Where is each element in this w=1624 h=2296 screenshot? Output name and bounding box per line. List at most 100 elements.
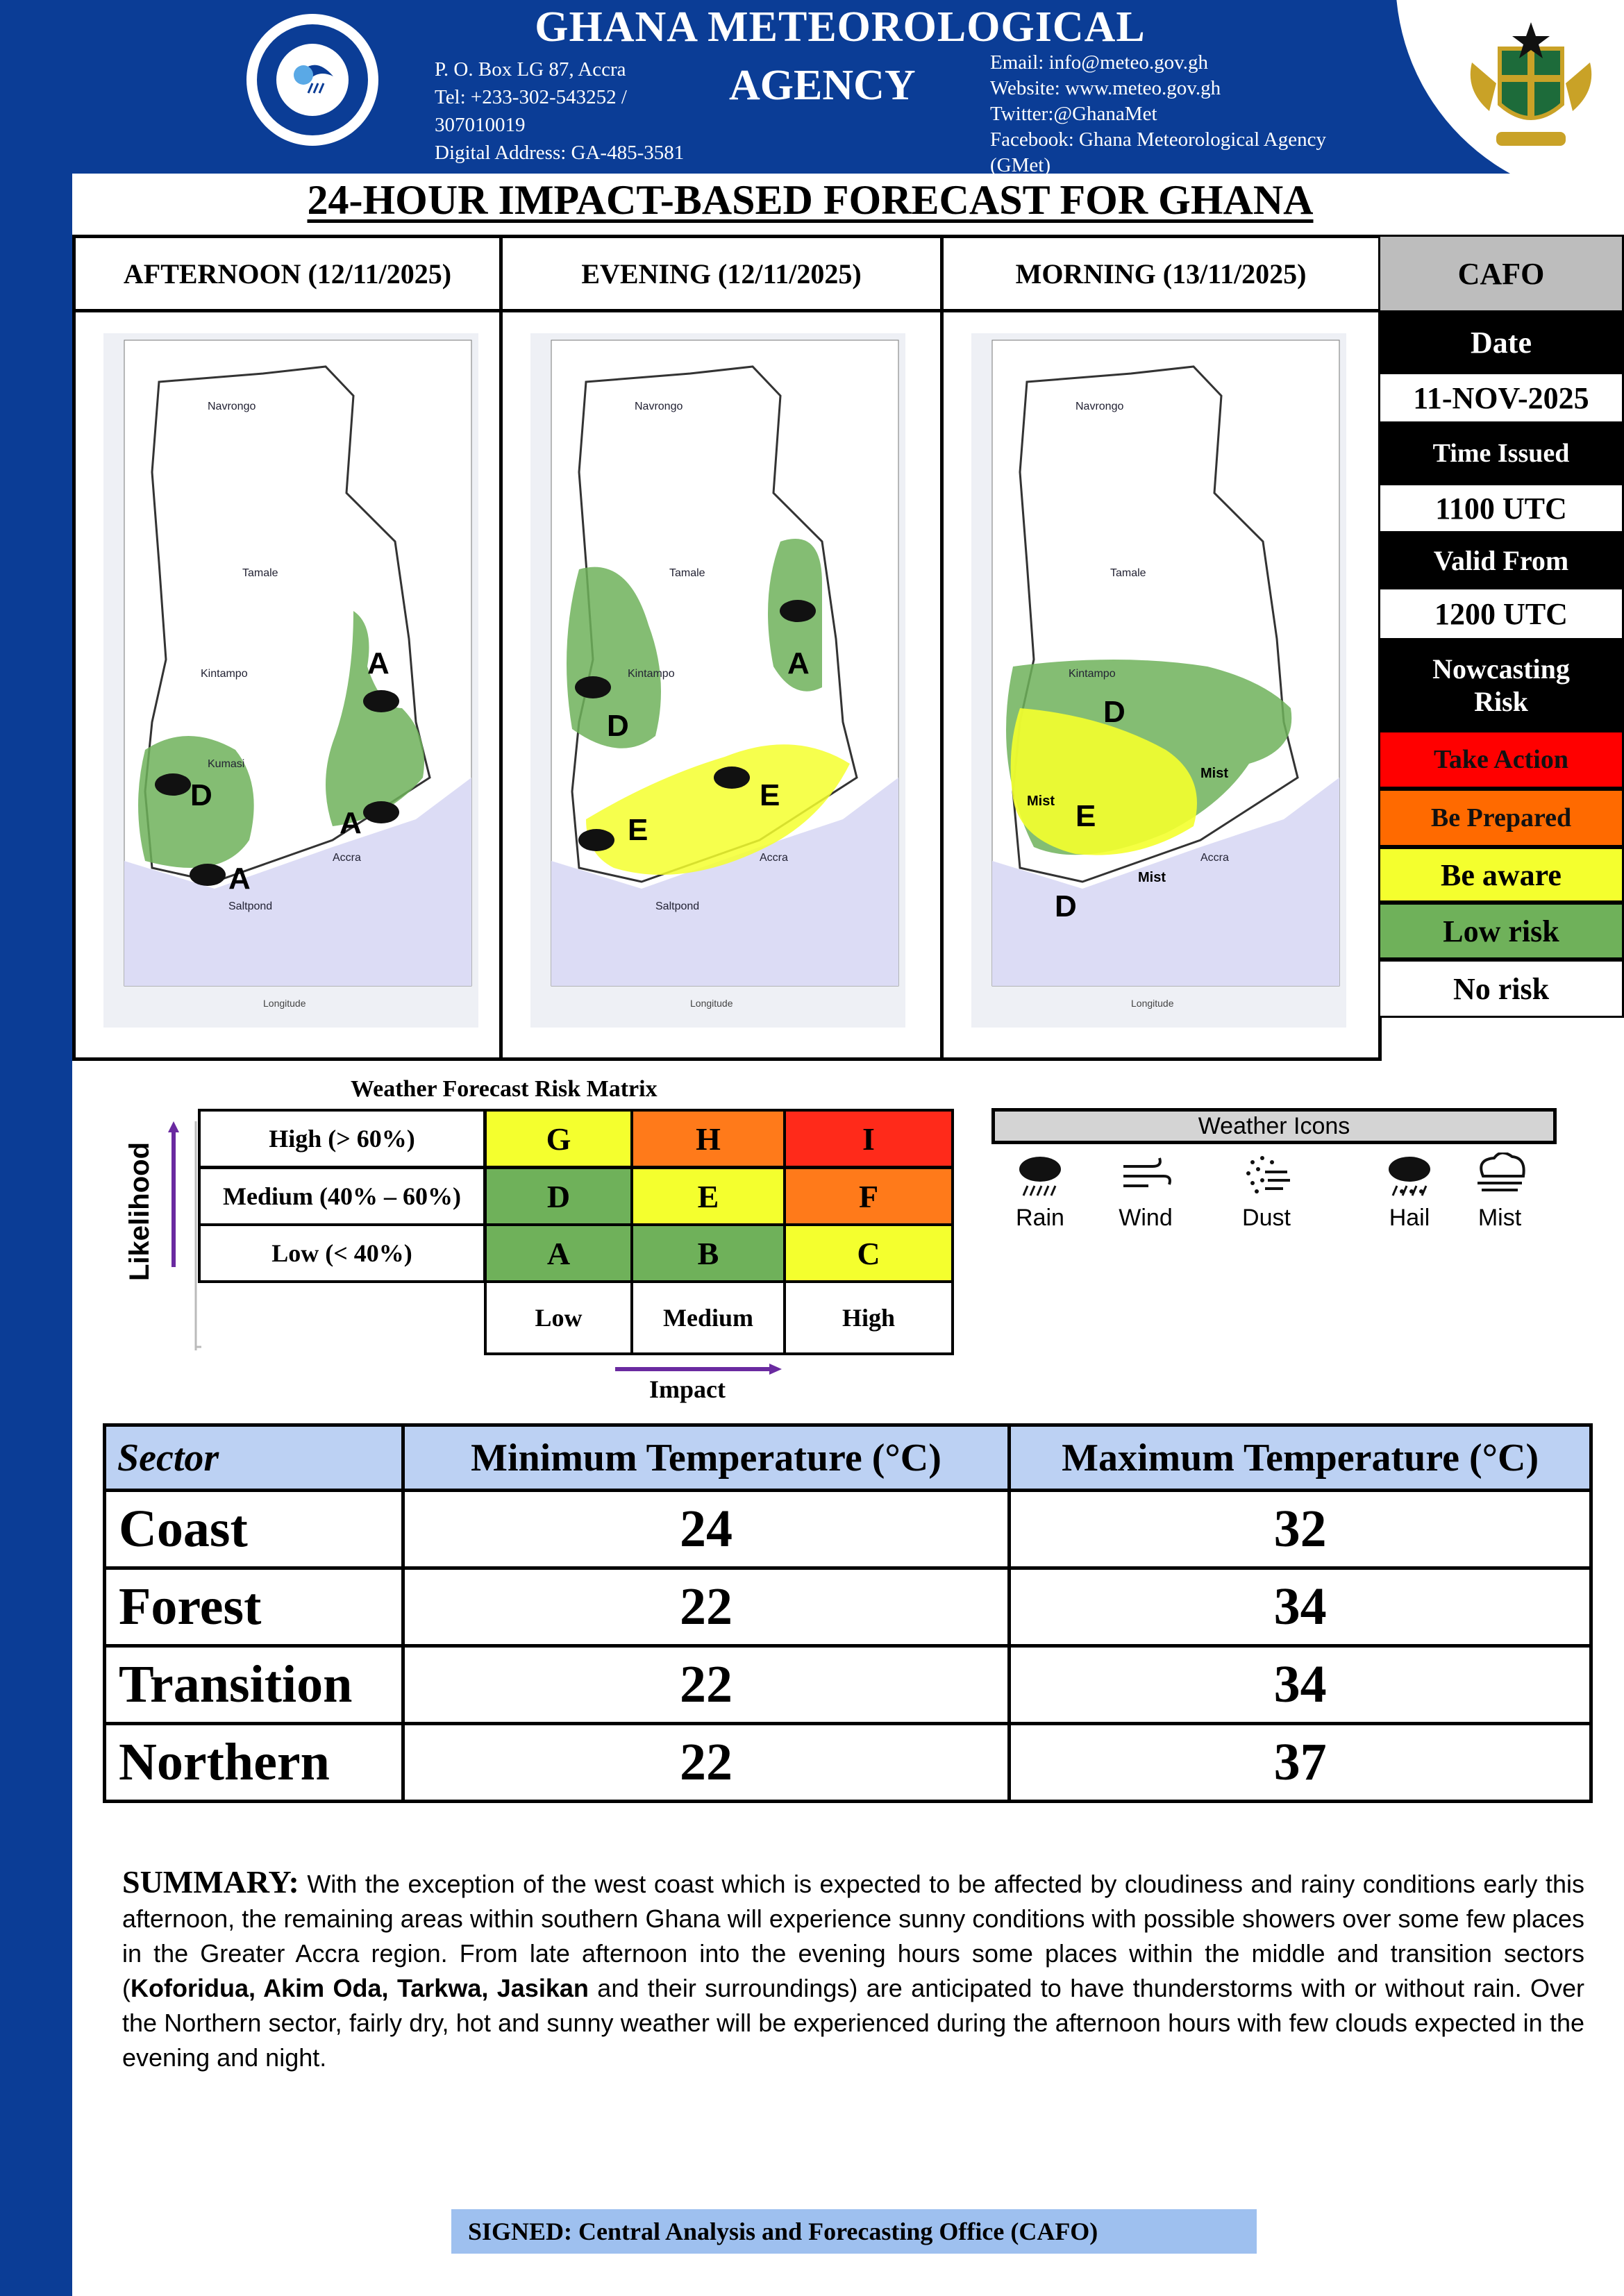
temperature-table: Sector Minimum Temperature (°C) Maximum …	[103, 1423, 1593, 1803]
risk-letter: A	[340, 806, 362, 840]
min-temp-cell: 22	[401, 1566, 1012, 1648]
risk-letter: D	[190, 778, 212, 812]
impact-label: Impact	[649, 1375, 726, 1403]
map-panel-afternoon: D A A A Navrongo Tamale Kintampo Kumasi …	[72, 312, 503, 1061]
town-label: Tamale	[1110, 567, 1146, 579]
risk-letter: E	[760, 778, 780, 812]
summary-paragraph: SUMMARY: With the exception of the west …	[122, 1865, 1584, 2075]
summary-bold-places: Koforidua, Akim Oda, Tarkwa, Jasikan	[131, 1974, 589, 2002]
header-min-temp: Minimum Temperature (°C)	[401, 1423, 1012, 1492]
risk-matrix-cell: D	[484, 1166, 633, 1226]
wind-icon: Wind	[1104, 1153, 1187, 1232]
valid-from-label: Valid From	[1378, 533, 1624, 587]
likelihood-axis: Likelihood	[118, 1114, 201, 1354]
table-header-row: Sector Minimum Temperature (°C) Maximum …	[103, 1423, 1593, 1492]
town-label: Navrongo	[208, 401, 256, 412]
risk-letter: A	[367, 646, 390, 680]
page-title: 24-HOUR IMPACT-BASED FORECAST FOR GHANA	[307, 177, 1314, 223]
rain-icon: Rain	[998, 1153, 1082, 1232]
risk-level-3: Low risk	[1378, 903, 1624, 960]
town-label: Kumasi	[208, 758, 244, 770]
min-temp-cell: 24	[401, 1489, 1012, 1570]
risk-level-2: Be aware	[1378, 847, 1624, 903]
table-row: Coast 24 32	[103, 1489, 1593, 1570]
min-temp-cell: 22	[401, 1722, 1012, 1803]
address-block: P. O. Box LG 87, Accra Tel: +233-302-543…	[435, 56, 684, 167]
risk-letter: D	[1103, 695, 1125, 729]
dust-label: Dust	[1242, 1205, 1291, 1231]
table-row: Transition 22 34	[103, 1644, 1593, 1725]
town-label: Tamale	[669, 567, 705, 579]
town-label: Accra	[1200, 852, 1229, 864]
risk-matrix-cell: I	[783, 1109, 954, 1168]
risk-matrix-cell: E	[630, 1166, 786, 1226]
max-temp-cell: 34	[1007, 1566, 1593, 1648]
risk-matrix-title: Weather Forecast Risk Matrix	[351, 1076, 658, 1102]
website-line[interactable]: Website: www.meteo.gov.gh	[990, 77, 1221, 99]
risk-matrix-cell: F	[783, 1166, 954, 1226]
left-sidebar-band	[0, 0, 72, 2296]
phone-line: Tel: +233-302-543252 /	[435, 86, 627, 108]
header-max-temp: Maximum Temperature (°C)	[1007, 1423, 1593, 1492]
map-evening: D A E E Navrongo Tamale Kintampo Accra S…	[530, 333, 905, 1028]
risk-matrix-cell: B	[630, 1223, 786, 1283]
impact-arrow	[611, 1361, 792, 1389]
risk-matrix-cell: C	[783, 1223, 954, 1283]
time-issued-value: 1100 UTC	[1378, 483, 1624, 533]
hail-label: Hail	[1389, 1205, 1430, 1231]
town-label: Kintampo	[201, 668, 248, 680]
town-label: Kintampo	[628, 668, 675, 680]
risk-level-0: Take Action	[1378, 730, 1624, 789]
summary-text-1: With the exception of the west coast whi…	[122, 1870, 1584, 2002]
cafo-heading: CAFO	[1378, 235, 1624, 312]
mist-label: Mist	[1027, 794, 1055, 809]
town-label: Tamale	[242, 567, 278, 579]
sector-cell: Coast	[103, 1489, 405, 1570]
map-morning: D E D Mist Mist Mist Navrongo Tamale Kin…	[971, 333, 1346, 1028]
town-label: Accra	[760, 852, 788, 864]
digital-address-line: Digital Address: GA-485-3581	[435, 142, 685, 164]
x-axis-label: Longitude	[1131, 998, 1174, 1009]
likelihood-row-label: High (> 60%)	[198, 1109, 486, 1168]
max-temp-cell: 34	[1007, 1644, 1593, 1725]
table-row: Forest 22 34	[103, 1566, 1593, 1648]
min-temp-cell: 22	[401, 1644, 1012, 1725]
risk-level-4: No risk	[1378, 960, 1624, 1018]
summary-label: SUMMARY:	[122, 1864, 299, 1900]
address-line: P. O. Box LG 87, Accra	[435, 58, 626, 81]
twitter-line[interactable]: Twitter:@GhanaMet	[990, 103, 1157, 125]
risk-matrix-cell: H	[630, 1109, 786, 1168]
map-afternoon: D A A A Navrongo Tamale Kintampo Kumasi …	[103, 333, 478, 1028]
summary-text-2: and their surroundings) are anticipated …	[122, 1974, 1585, 2072]
facebook-line[interactable]: Facebook: Ghana Meteorological Agency	[990, 128, 1326, 151]
impact-column-label: High	[783, 1280, 954, 1355]
valid-from-value: 1200 UTC	[1378, 587, 1624, 640]
x-axis-label: Longitude	[690, 998, 733, 1009]
risk-letter: A	[787, 646, 810, 680]
sector-cell: Northern	[103, 1722, 405, 1803]
risk-letter: E	[628, 813, 648, 847]
date-value: 11-NOV-2025	[1378, 372, 1624, 424]
email-line[interactable]: Email: info@meteo.gov.gh	[990, 51, 1208, 74]
town-label: Kintampo	[1069, 668, 1116, 680]
nowcasting-risk-label: Nowcasting Risk	[1378, 640, 1624, 730]
hail-icon: Hail	[1368, 1153, 1451, 1232]
risk-matrix-cell: A	[484, 1223, 633, 1283]
coat-of-arms	[1458, 21, 1604, 153]
likelihood-label: Likelihood	[124, 1142, 155, 1281]
time-issued-label: Time Issued	[1378, 424, 1624, 483]
agency-name-line2: AGENCY	[729, 62, 916, 109]
likelihood-row-label: Low (< 40%)	[198, 1223, 486, 1283]
mist-label: Mist	[1138, 870, 1166, 885]
sector-cell: Transition	[103, 1644, 405, 1725]
x-axis-label: Longitude	[263, 998, 306, 1009]
map-panel-morning: D E D Mist Mist Mist Navrongo Tamale Kin…	[940, 312, 1382, 1061]
dust-icon: Dust	[1225, 1153, 1308, 1232]
contact-block: Email: info@meteo.gov.gh Website: www.me…	[990, 50, 1326, 178]
risk-matrix-cell: G	[484, 1109, 633, 1168]
impact-column-label: Low	[484, 1280, 633, 1355]
nowcasting-label-line2: Risk	[1474, 686, 1528, 717]
forecast-grid: AFTERNOON (12/11/2025) EVENING (12/11/20…	[72, 235, 1624, 1061]
max-temp-cell: 32	[1007, 1489, 1593, 1570]
sector-cell: Forest	[103, 1566, 405, 1648]
